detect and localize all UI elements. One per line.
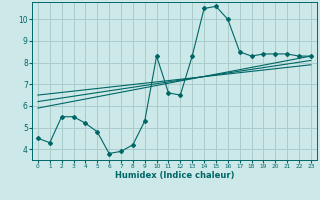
X-axis label: Humidex (Indice chaleur): Humidex (Indice chaleur)	[115, 171, 234, 180]
